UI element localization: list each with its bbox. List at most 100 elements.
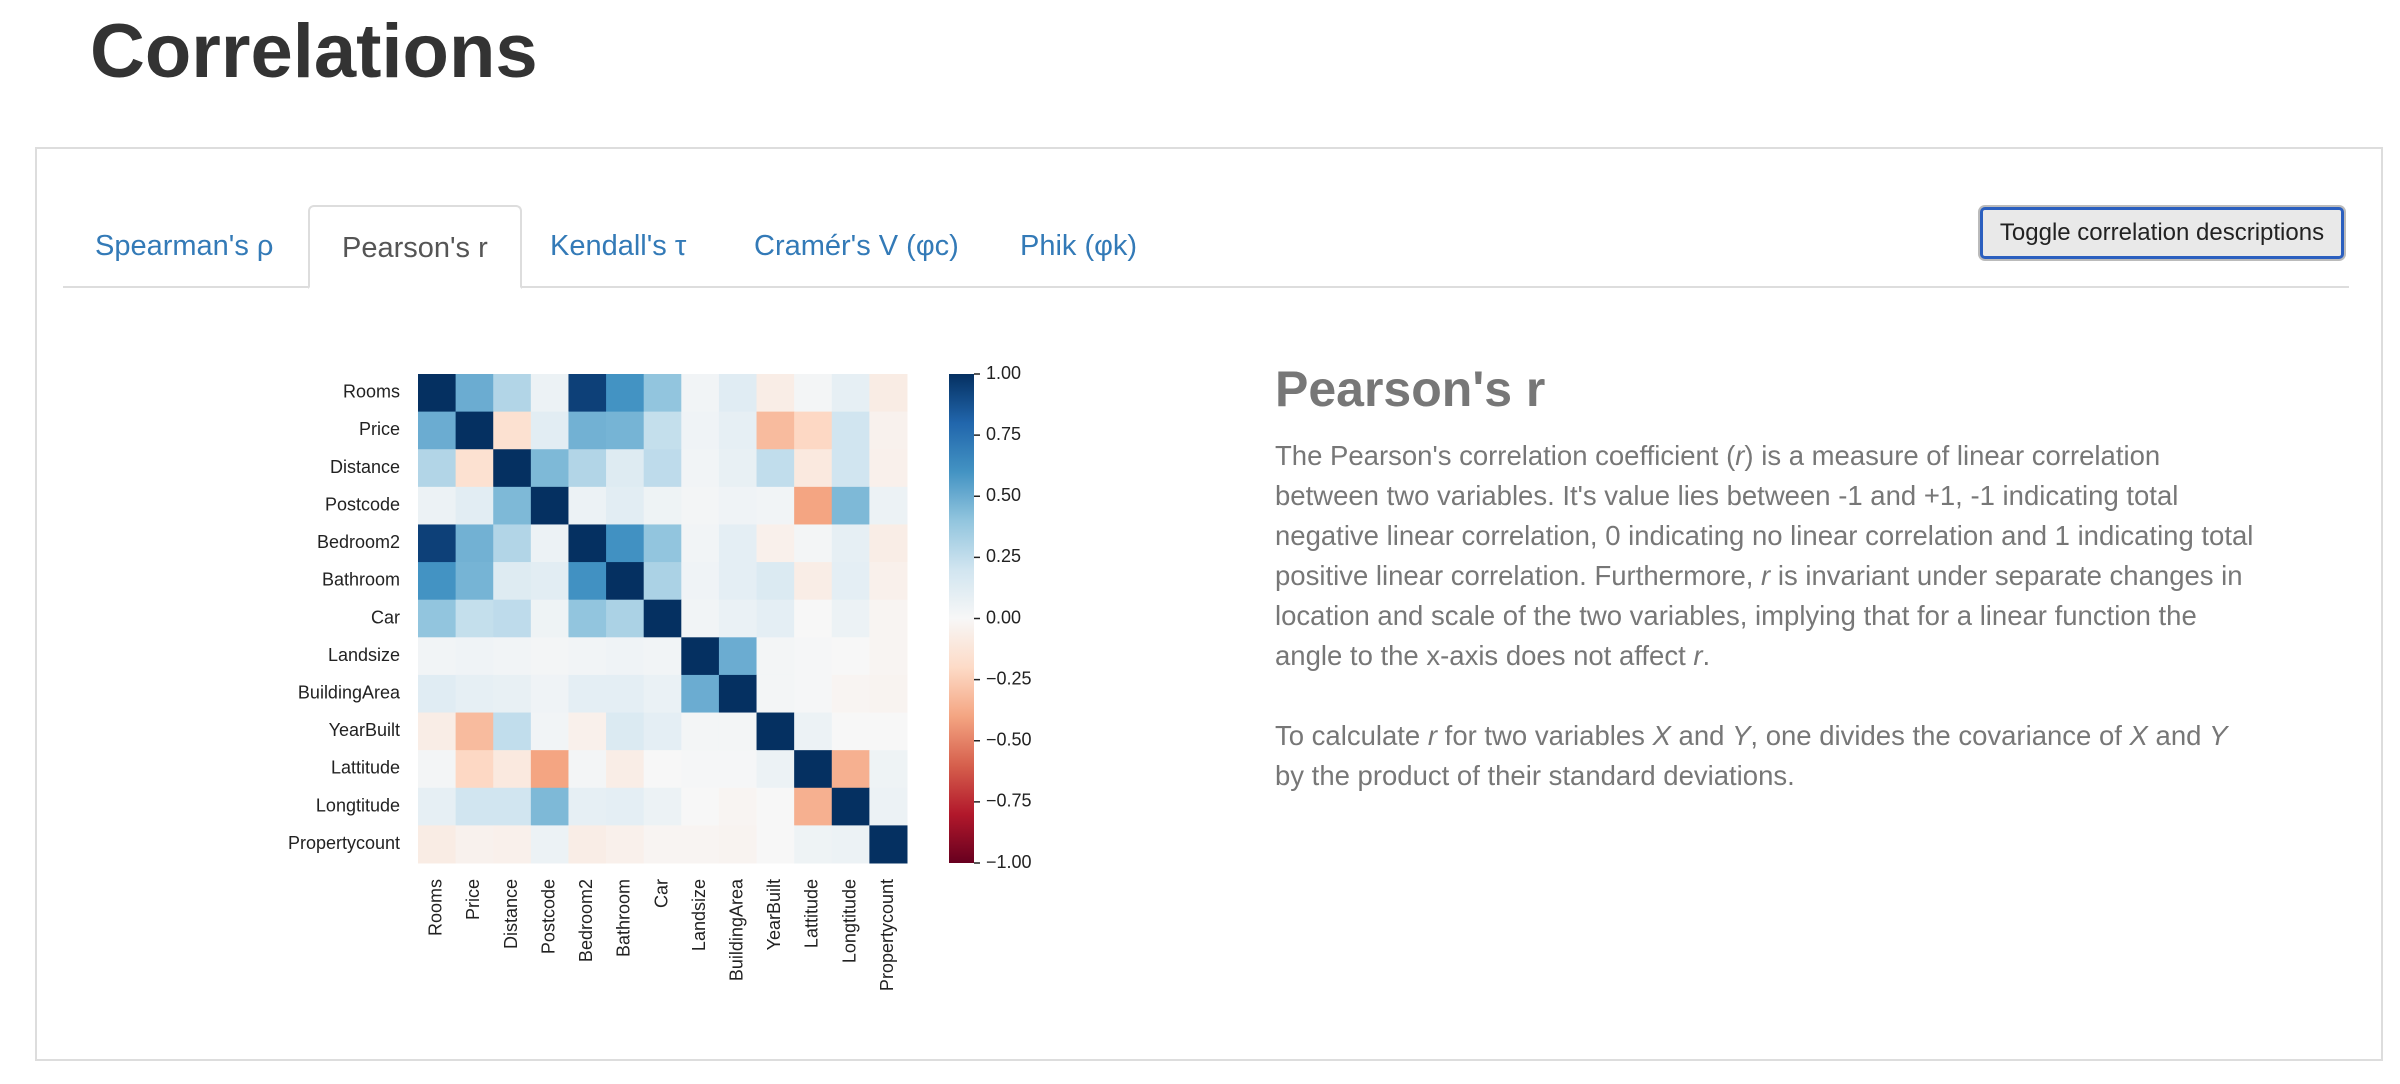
- heatmap-cell: [568, 524, 607, 563]
- heatmap-cell: [869, 750, 908, 789]
- text-run: .: [1702, 640, 1711, 671]
- text-run: To calculate: [1275, 720, 1428, 751]
- heatmap-cell: [681, 449, 720, 488]
- heatmap-cell: [606, 486, 645, 525]
- heatmap-cell: [418, 599, 457, 638]
- tab[interactable]: Spearman's ρ: [95, 230, 274, 262]
- heatmap-cell: [681, 411, 720, 450]
- row-label: Car: [371, 607, 400, 627]
- heatmap-cell: [643, 787, 682, 826]
- column-label: Postcode: [538, 879, 558, 954]
- colorbar-tick-label: 0.75: [986, 424, 1021, 444]
- colorbar-tick-label: 0.50: [986, 485, 1021, 505]
- heatmap-cell: [756, 637, 795, 676]
- column-label: Bathroom: [614, 879, 634, 957]
- text-run: and: [1670, 720, 1733, 751]
- heatmap-cell: [681, 562, 720, 601]
- heatmap-cell: [794, 825, 833, 864]
- heatmap-cell: [493, 374, 532, 413]
- heatmap-cell: [681, 524, 720, 563]
- heatmap-cell: [718, 637, 758, 676]
- heatmap-cell: [681, 486, 720, 525]
- heatmap-cell: [418, 562, 457, 601]
- heatmap-cell: [606, 637, 645, 676]
- heatmap-cell: [756, 562, 795, 601]
- heatmap-cell: [643, 712, 682, 751]
- heatmap-cell: [530, 374, 569, 413]
- heatmap-cell: [418, 750, 457, 789]
- heatmap-cell: [681, 825, 720, 864]
- tab[interactable]: Cramér's V (φc): [754, 230, 959, 262]
- heatmap-cell: [718, 449, 758, 488]
- heatmap-cell: [455, 599, 494, 638]
- heatmap-cell: [418, 787, 457, 826]
- row-label: Distance: [330, 457, 400, 477]
- heatmap-cell: [794, 374, 833, 413]
- heatmap-cell: [831, 712, 870, 751]
- text-run: by the product of their standard deviati…: [1275, 760, 1795, 791]
- heatmap-cell: [455, 712, 494, 751]
- text-run: is invariant under separate changes in l…: [1275, 560, 2243, 671]
- heatmap-cell: [455, 787, 494, 826]
- heatmap-cell: [568, 637, 607, 676]
- heatmap-cell: [756, 411, 795, 450]
- text-run: X: [2129, 720, 2148, 751]
- heatmap-cell: [418, 524, 457, 563]
- heatmap-cell: [455, 674, 494, 714]
- heatmap-cell: [493, 637, 532, 676]
- heatmap-cell: [681, 374, 720, 413]
- tab[interactable]: Kendall's τ: [550, 230, 687, 262]
- tab-divider: [63, 286, 2349, 288]
- heatmap-cell: [756, 599, 795, 638]
- heatmap-cell: [831, 411, 870, 450]
- heatmap-cell: [643, 486, 682, 525]
- heatmap-cell: [643, 374, 682, 413]
- heatmap-cell: [455, 486, 494, 525]
- heatmap-cell: [643, 524, 682, 563]
- heatmap-cell: [493, 674, 532, 714]
- heatmap-cell: [831, 524, 870, 563]
- column-label: Distance: [501, 879, 521, 949]
- heatmap-cell: [493, 449, 532, 488]
- heatmap-cell: [568, 374, 607, 413]
- heatmap-cell: [493, 411, 532, 450]
- heatmap-cell: [606, 787, 645, 826]
- column-label: Bedroom2: [576, 879, 596, 962]
- heatmap-cell: [455, 825, 494, 864]
- heatmap-cell: [831, 599, 870, 638]
- row-label: Price: [359, 419, 400, 439]
- tab[interactable]: Phik (φk): [1020, 230, 1138, 262]
- heatmap-cell: [794, 787, 833, 826]
- heatmap-cell: [606, 674, 645, 714]
- heatmap-cell: [681, 674, 720, 714]
- heatmap-cell: [643, 674, 682, 714]
- heatmap-cell: [530, 562, 569, 601]
- heatmap-cell: [869, 411, 908, 450]
- heatmap-cell: [869, 825, 908, 864]
- heatmap-cell: [869, 637, 908, 676]
- toggle-button[interactable]: Toggle correlation descriptions: [1980, 207, 2344, 259]
- heatmap-cell: [643, 599, 682, 638]
- row-label: Propertycount: [288, 833, 400, 853]
- text-run: r: [1735, 440, 1745, 471]
- description-paragraph: To calculate r for two variables X and Y…: [1275, 716, 2255, 796]
- heatmap-cell: [756, 787, 795, 826]
- colorbar-tick-label: −0.25: [986, 668, 1032, 688]
- heatmap-cell: [418, 486, 457, 525]
- heatmap-cell: [568, 712, 607, 751]
- heatmap-cell: [794, 562, 833, 601]
- heatmap-cell: [681, 750, 720, 789]
- row-label: Landsize: [328, 645, 400, 665]
- heatmap: Rooms Rooms Price Price Distance Distance Post…: [288, 363, 1032, 991]
- heatmap-cell: [455, 750, 494, 789]
- heatmap-cell: [530, 449, 569, 488]
- heatmap-cell: [831, 562, 870, 601]
- heatmap-cell: [643, 562, 682, 601]
- tab[interactable]: Pearson's r: [308, 205, 522, 289]
- column-label: YearBuilt: [764, 879, 784, 950]
- heatmap-cell: [530, 486, 569, 525]
- heatmap-cell: [681, 712, 720, 751]
- text-run: , one divides the covariance of: [1750, 720, 2130, 751]
- heatmap-cell: [493, 599, 532, 638]
- heatmap-cell: [794, 599, 833, 638]
